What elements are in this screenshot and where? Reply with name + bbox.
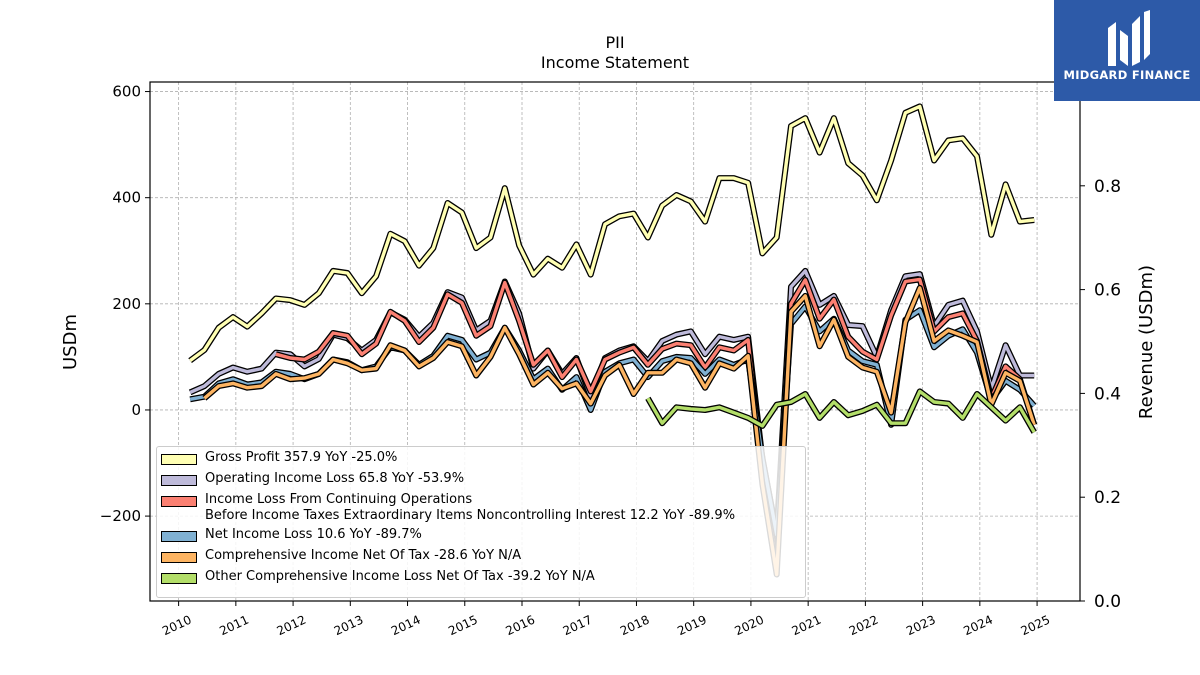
series-line-5	[646, 389, 1036, 434]
series-line-4	[203, 286, 1036, 577]
series-line-0	[189, 104, 1035, 362]
y-right-tick-label: 0.0	[1094, 592, 1121, 612]
x-tick-label: 2016	[504, 613, 538, 639]
y-right-tick-label: 0.8	[1094, 177, 1121, 197]
legend-swatch	[161, 573, 197, 584]
legend-item: Comprehensive Income Net Of Tax -28.6 Yo…	[157, 548, 805, 564]
x-tick-label: 2025	[1019, 613, 1053, 639]
y-tick-label: −200	[100, 507, 141, 525]
y-right-tick-label: 0.6	[1094, 281, 1121, 301]
legend-label: Income Loss From Continuing Operations B…	[205, 492, 736, 523]
x-tick-label: 2018	[618, 613, 652, 639]
series-line-2	[275, 277, 1036, 569]
chart-subtitle: Income Statement	[540, 53, 690, 72]
x-tick-label: 2023	[904, 613, 938, 639]
legend-item: Other Comprehensive Income Loss Net Of T…	[157, 569, 805, 585]
legend: Gross Profit 357.9 YoY -25.0% Operating I…	[156, 446, 806, 598]
legend-swatch	[161, 454, 197, 465]
x-tick-label: 2019	[675, 613, 709, 639]
series-layer	[188, 103, 1038, 578]
legend-swatch	[161, 496, 197, 507]
y-axis-label: USDm	[60, 314, 81, 370]
midgard-logo-icon	[1108, 10, 1150, 66]
x-tick-label: 2021	[790, 613, 824, 639]
legend-swatch	[161, 475, 197, 486]
brand-logo: MIDGARD FINANCE	[1054, 0, 1200, 101]
y-tick-label: 0	[131, 401, 141, 419]
y-tick-label: 200	[112, 295, 141, 313]
legend-label: Comprehensive Income Net Of Tax -28.6 Yo…	[205, 548, 522, 563]
x-tick-label: 2020	[732, 613, 766, 639]
plot-frame	[149, 81, 1081, 602]
x-tick-label: 2017	[561, 613, 595, 639]
legend-item: Operating Income Loss 65.8 YoY -53.9%	[157, 471, 805, 487]
y-tick-label: 600	[112, 83, 141, 101]
y-right-axis-label: Revenue (USDm)	[1136, 265, 1157, 419]
x-tick-label: 2014	[389, 613, 423, 639]
legend-swatch	[161, 552, 197, 563]
x-tick-label: 2012	[275, 613, 309, 639]
x-tick-label: 2024	[961, 613, 995, 639]
legend-swatch	[161, 531, 197, 542]
x-tick-label: 2010	[160, 613, 194, 639]
brand-logo-text: MIDGARD FINANCE	[1063, 68, 1191, 82]
x-tick-label: 2015	[446, 613, 480, 639]
legend-label: Operating Income Loss 65.8 YoY -53.9%	[205, 471, 465, 486]
x-tick-label: 2022	[847, 613, 881, 639]
legend-item: Gross Profit 357.9 YoY -25.0%	[157, 450, 805, 466]
x-tick-label: 2011	[217, 613, 251, 639]
legend-label: Net Income Loss 10.6 YoY -89.7%	[205, 527, 422, 542]
y-right-tick-label: 0.4	[1094, 384, 1121, 404]
legend-label: Other Comprehensive Income Loss Net Of T…	[205, 569, 595, 584]
legend-item: Income Loss From Continuing Operations B…	[157, 492, 805, 524]
chart-title: PII	[605, 33, 625, 52]
legend-label: Gross Profit 357.9 YoY -25.0%	[205, 450, 398, 465]
legend-item: Net Income Loss 10.6 YoY -89.7%	[157, 527, 805, 543]
x-tick-label: 2013	[332, 613, 366, 639]
y-tick-label: 400	[112, 189, 141, 207]
y-right-tick-label: 0.2	[1094, 488, 1121, 508]
